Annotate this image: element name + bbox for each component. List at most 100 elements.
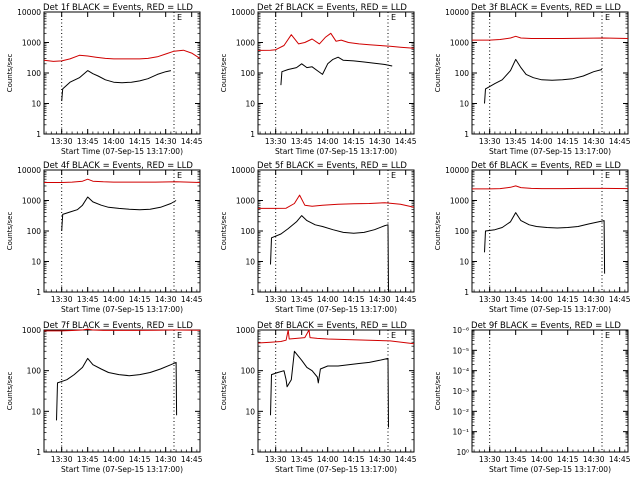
y-tick-label: 1 (250, 448, 255, 457)
y-tick-label: 10 (31, 258, 41, 267)
lld-series-line (257, 32, 415, 51)
marker-glyph: E (605, 171, 610, 180)
x-tick-label: 14:45 (395, 137, 417, 146)
y-tick-label: 1 (250, 130, 255, 139)
x-tick-label: 14:30 (583, 295, 605, 304)
x-tick-label: 13:45 (505, 137, 527, 146)
x-tick-label: 14:45 (609, 455, 631, 464)
y-tick-label: 10⁻⁴ (452, 367, 469, 376)
x-tick-label: 14:00 (103, 137, 125, 146)
events-series-line (484, 58, 603, 104)
x-tick-label: 14:30 (369, 455, 391, 464)
x-tick-label: 14:15 (129, 295, 151, 304)
y-tick-label: 1 (464, 288, 469, 297)
y-tick-label: 10 (459, 100, 469, 109)
marker-glyph: E (177, 331, 182, 340)
x-tick-label: 13:45 (291, 137, 313, 146)
x-tick-label: 14:15 (343, 295, 365, 304)
y-tick-label: 10000 (17, 8, 41, 17)
x-tick-label: 14:45 (609, 137, 631, 146)
panel-title: Det 3f BLACK = Events, RED = LLD (471, 3, 621, 13)
x-axis-label: Start Time (07-Sep-15 13:17:00) (61, 465, 183, 474)
events-series-line (61, 70, 172, 102)
y-tick-label: 1000 (450, 197, 469, 206)
y-axis-label: Counts/sec (220, 212, 228, 251)
y-tick-label: 1000 (236, 39, 255, 48)
panel-det-5: Det 5f BLACK = Events, RED = LLD Counts/s… (220, 161, 417, 314)
x-tick-label: 14:30 (155, 295, 177, 304)
lld-series-line (472, 35, 629, 41)
x-tick-label: 14:15 (557, 455, 579, 464)
x-tick-label: 13:30 (479, 137, 501, 146)
x-axis-label: Start Time (07-Sep-15 13:17:00) (275, 147, 397, 156)
x-tick-label: 14:15 (343, 455, 365, 464)
x-tick-label: 14:45 (181, 295, 203, 304)
y-tick-label: 10000 (445, 166, 469, 175)
x-tick-label: 14:15 (129, 137, 151, 146)
y-axis-label: Counts/sec (434, 212, 442, 251)
y-tick-label: 1 (464, 130, 469, 139)
x-tick-label: 14:30 (155, 137, 177, 146)
x-tick-label: 14:15 (343, 137, 365, 146)
panel-det-7: Det 7f BLACK = Events, RED = LLD Counts/s… (6, 321, 203, 474)
marker-glyph: E (391, 171, 396, 180)
y-axis-label: Counts/sec (434, 54, 442, 93)
y-tick-label: 1000 (236, 326, 255, 335)
x-tick-label: 13:45 (77, 295, 99, 304)
x-tick-label: 14:45 (181, 455, 203, 464)
x-tick-label: 13:45 (505, 295, 527, 304)
x-tick-label: 14:00 (531, 295, 553, 304)
y-tick-label: 10⁻³ (452, 387, 469, 396)
y-tick-label: 1 (36, 130, 41, 139)
panel-title: Det 9f BLACK = Events, RED = LLD (471, 321, 621, 331)
panel-det-6: Det 6f BLACK = Events, RED = LLD Counts/s… (434, 161, 631, 314)
plot-frame (257, 329, 415, 453)
panel-title: Det 1f BLACK = Events, RED = LLD (43, 3, 193, 13)
y-tick-label: 10000 (231, 8, 255, 17)
y-tick-label: 10 (245, 407, 255, 416)
marker-glyph: E (177, 171, 182, 180)
x-tick-label: 14:00 (317, 455, 339, 464)
x-tick-label: 13:45 (505, 455, 527, 464)
marker-glyph: E (391, 13, 396, 22)
events-series-line (61, 196, 177, 232)
panel-title: Det 8f BLACK = Events, RED = LLD (257, 321, 407, 331)
y-tick-label: 10⁰ (456, 448, 469, 457)
panel-title: Det 6f BLACK = Events, RED = LLD (471, 161, 621, 171)
x-tick-label: 14:30 (369, 295, 391, 304)
y-tick-label: 100 (241, 227, 256, 236)
y-tick-label: 10 (245, 258, 255, 267)
y-tick-label: 10 (245, 100, 255, 109)
plot-frame (43, 11, 201, 135)
y-tick-label: 10 (31, 100, 41, 109)
x-axis-label: Start Time (07-Sep-15 13:17:00) (489, 465, 611, 474)
x-axis-label: Start Time (07-Sep-15 13:17:00) (61, 305, 183, 314)
panel-det-1: Det 1f BLACK = Events, RED = LLD Counts/s… (6, 3, 203, 156)
lld-series-line (258, 194, 415, 209)
x-tick-label: 13:30 (479, 295, 501, 304)
x-tick-label: 13:30 (51, 137, 73, 146)
panel-title: Det 2f BLACK = Events, RED = LLD (257, 3, 407, 13)
x-tick-label: 14:30 (583, 455, 605, 464)
y-tick-label: 100 (241, 367, 256, 376)
x-tick-label: 14:00 (103, 455, 125, 464)
x-tick-label: 14:15 (557, 137, 579, 146)
x-tick-label: 14:00 (531, 137, 553, 146)
x-axis-label: Start Time (07-Sep-15 13:17:00) (489, 305, 611, 314)
x-tick-label: 14:30 (369, 137, 391, 146)
y-tick-label: 10 (459, 258, 469, 267)
x-tick-label: 13:45 (291, 295, 313, 304)
y-tick-label: 10 (31, 407, 41, 416)
y-tick-label: 1 (36, 288, 41, 297)
marker-glyph: E (605, 331, 610, 340)
x-tick-label: 13:30 (265, 455, 287, 464)
y-axis-label: Counts/sec (220, 54, 228, 93)
y-tick-label: 1000 (236, 197, 255, 206)
y-tick-label: 100 (455, 227, 470, 236)
x-tick-label: 13:30 (479, 455, 501, 464)
x-axis-label: Start Time (07-Sep-15 13:17:00) (275, 465, 397, 474)
y-axis-label: Counts/sec (220, 372, 228, 411)
y-tick-label: 10⁻² (452, 407, 469, 416)
panel-title: Det 7f BLACK = Events, RED = LLD (43, 321, 193, 331)
